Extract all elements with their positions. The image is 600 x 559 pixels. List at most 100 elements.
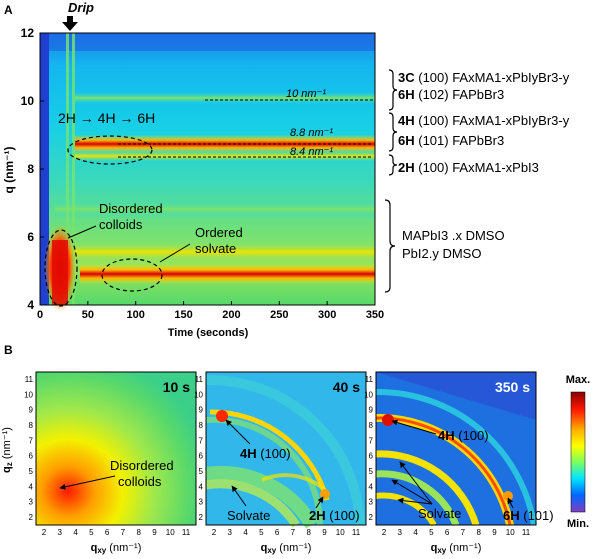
b-x-tick-label: 9 xyxy=(492,528,497,537)
map-10s-time: 10 s xyxy=(163,379,190,395)
assign-solvate-2: PbI2.y DMSO xyxy=(402,246,481,261)
a-y-tick-label: 8 xyxy=(27,162,34,176)
map-40s xyxy=(205,371,367,529)
map1-disordered-1: Disordered xyxy=(110,458,174,473)
b-y-tick-label: 3 xyxy=(199,498,204,507)
map3-solvate: Solvate xyxy=(418,506,461,521)
ordered-label-2: solvate xyxy=(195,241,236,256)
b-x-tick-label: 3 xyxy=(398,528,403,537)
b-y-tick-label: 3 xyxy=(369,498,374,507)
b-y-tick-label: 11 xyxy=(25,375,34,384)
b-x-tick-label: 8 xyxy=(136,528,141,537)
drip-arrow-icon xyxy=(62,16,78,31)
b-y-tick-label: 4 xyxy=(369,482,374,491)
map2-arrow-solvate xyxy=(231,485,247,507)
b-x-tick-label: 11 xyxy=(522,528,531,537)
b-y-tick-label: 3 xyxy=(29,498,34,507)
drip-label: Drip xyxy=(68,0,94,15)
b-x-tick-label: 3 xyxy=(58,528,63,537)
b-y-tick-label: 6 xyxy=(369,452,374,461)
b-x-tick-label: 5 xyxy=(259,528,264,537)
a-x-tick-label: 0 xyxy=(37,309,43,321)
map1-arrow xyxy=(59,475,116,490)
b-y-tick-label: 7 xyxy=(199,436,204,445)
ordered-label-1: Ordered xyxy=(195,225,243,240)
b-x-tick-label: 10 xyxy=(166,528,175,537)
a-x-tick-label: 150 xyxy=(174,309,192,321)
panel-b-y-label: qz (nm⁻¹) xyxy=(1,427,14,473)
b-y-tick-label: 9 xyxy=(29,406,34,415)
ellipse-colloids xyxy=(44,229,78,307)
ordered-pointer xyxy=(159,243,191,263)
transition-label: 2H → 4H → 6H xyxy=(58,110,155,126)
map3-arrow-solvate-3 xyxy=(397,497,433,505)
b-x-tick-label: 8 xyxy=(306,528,311,537)
panel-a-heatmap xyxy=(40,33,375,312)
colorbar-min: Min. xyxy=(567,518,589,530)
a-y-tick-label: 12 xyxy=(21,26,35,40)
map3-arrow-solvate-1 xyxy=(399,461,433,505)
label-10nm: 10 nm⁻¹ xyxy=(286,88,326,100)
map-350s xyxy=(375,371,537,527)
b-x-tick-label: 6 xyxy=(105,528,110,537)
b-x-tick-label: 7 xyxy=(291,528,296,537)
map-40s-time: 40 s xyxy=(333,379,360,395)
b-x-tick-label: 4 xyxy=(73,528,78,537)
b-y-tick-label: 8 xyxy=(199,421,204,430)
b-y-tick-label: 10 xyxy=(364,390,373,399)
map1-disordered-2: colloids xyxy=(118,474,162,489)
b-y-tick-label: 7 xyxy=(369,436,374,445)
map2-arrow-4h xyxy=(225,419,251,445)
b-x-tick-label: 11 xyxy=(182,528,191,537)
map3-arrow-6h xyxy=(507,497,514,509)
b-x-tick-label: 3 xyxy=(228,528,233,537)
a-y-tick-label: 4 xyxy=(27,298,34,312)
disordered-label-2: colloids xyxy=(99,217,143,232)
assign-6h-102: 6H (102) FAPbBr3 xyxy=(398,87,504,102)
b-y-tick-label: 5 xyxy=(199,467,204,476)
panel-a-x-axis-label: Time (seconds) xyxy=(168,327,249,339)
map2-solvate: Solvate xyxy=(227,508,270,523)
b-x-tick-label: 5 xyxy=(89,528,94,537)
b-y-tick-label: 6 xyxy=(29,452,34,461)
b-x-tick-label: 2 xyxy=(42,528,47,537)
b-y-tick-label: 2 xyxy=(199,513,204,522)
b-x-tick-label: 10 xyxy=(506,528,515,537)
panel-a-label: A xyxy=(4,3,13,17)
b-y-tick-label: 8 xyxy=(29,421,34,430)
panel-a-y-ticks: 4 6 8 10 12 xyxy=(21,26,44,312)
b-y-tick-label: 4 xyxy=(199,482,204,491)
map2-4h: 4H (100) xyxy=(240,446,291,461)
map-350s-time: 350 s xyxy=(495,379,530,395)
map2-arrow-2h xyxy=(315,496,324,509)
colorbar-max: Max. xyxy=(566,374,590,386)
b-x-tick-label: 7 xyxy=(461,528,466,537)
a-x-tick-label: 350 xyxy=(366,309,384,321)
assign-6h-101: 6H (101) FAPbBr3 xyxy=(398,133,504,148)
a-x-tick-label: 300 xyxy=(318,309,336,321)
b-y-tick-label: 6 xyxy=(199,452,204,461)
disordered-label-1: Disordered xyxy=(99,201,163,216)
b-x-tick-label: 9 xyxy=(322,528,327,537)
map3-6h: 6H (101) xyxy=(503,508,554,523)
b-y-tick-label: 11 xyxy=(365,375,374,384)
b-y-tick-label: 11 xyxy=(195,375,204,384)
b-y-tick-label: 2 xyxy=(29,513,34,522)
label-8-8nm: 8.8 nm⁻¹ xyxy=(290,127,333,139)
map3-arrow-solvate-2 xyxy=(391,479,433,505)
b-x-tick-label: 11 xyxy=(352,528,361,537)
panel-b-ticks: 2 3 4 5 6 7 8 9 10 11 2 3 4 5 6 7 8 9 10 11 2 3 4 5 6 7 8 9 10 11 2 3 4 5… xyxy=(24,375,531,537)
assignment-braces xyxy=(384,69,398,293)
a-y-tick-label: 10 xyxy=(21,94,35,108)
b-x-tick-label: 7 xyxy=(121,528,126,537)
map1-x-label: qxy (nm⁻¹) xyxy=(91,542,142,555)
a-x-tick-label: 250 xyxy=(270,309,288,321)
b-y-tick-label: 10 xyxy=(194,390,203,399)
label-8-4nm: 8.4 nm⁻¹ xyxy=(290,146,333,158)
colorbar xyxy=(570,391,586,513)
assign-2h: 2H (100) FAxMA1-xPbI3 xyxy=(398,160,539,175)
b-x-tick-label: 6 xyxy=(445,528,450,537)
b-x-tick-label: 8 xyxy=(476,528,481,537)
b-x-tick-label: 5 xyxy=(429,528,434,537)
